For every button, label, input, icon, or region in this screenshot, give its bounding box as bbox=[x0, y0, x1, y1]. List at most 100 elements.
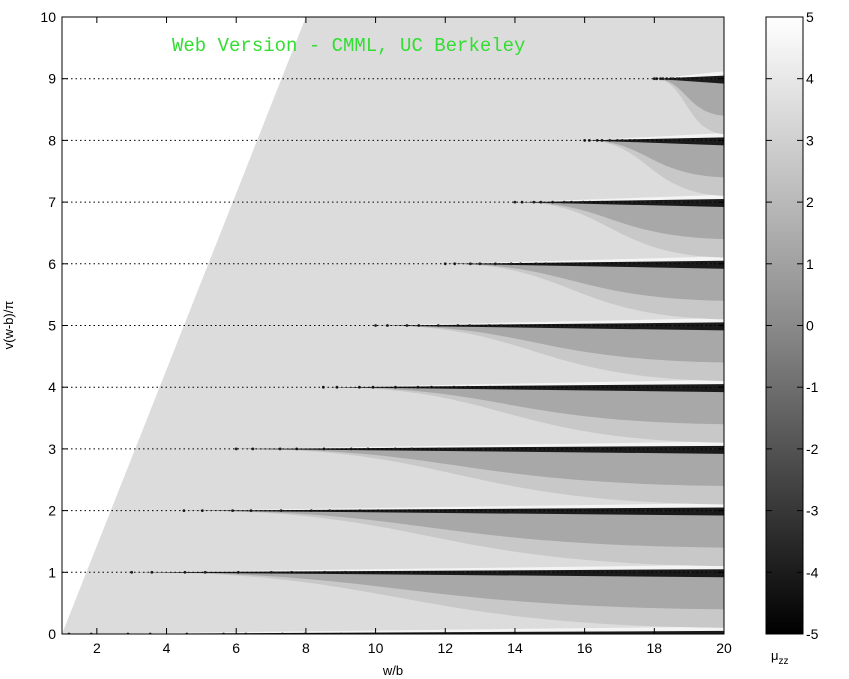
speckle-dot bbox=[559, 262, 563, 266]
speckle-dot bbox=[694, 139, 698, 142]
speckle-dot bbox=[649, 200, 653, 204]
speckle-dot bbox=[231, 509, 234, 512]
speckle-dot bbox=[653, 139, 657, 142]
x-tick-label: 10 bbox=[368, 640, 384, 656]
speckle-dot bbox=[702, 139, 706, 142]
y-tick-label: 4 bbox=[48, 379, 56, 395]
band-line bbox=[375, 322, 724, 331]
y-tick-label: 10 bbox=[40, 9, 56, 25]
speckle-dot bbox=[536, 447, 540, 451]
speckle-dot bbox=[714, 324, 718, 327]
y-tick-label: 9 bbox=[48, 71, 56, 87]
y-axis: 0 1 2 3 4 5 6 7 8 9 10 bbox=[40, 9, 724, 642]
speckle-dot bbox=[671, 77, 675, 81]
speckle-dot bbox=[620, 139, 624, 142]
speckle-dot bbox=[456, 324, 460, 327]
speckle-dot bbox=[549, 570, 553, 574]
speckle-dot bbox=[666, 262, 670, 266]
band-region bbox=[584, 140, 724, 178]
speckle-dot bbox=[251, 447, 255, 451]
band-region bbox=[375, 325, 724, 363]
speckle-dot bbox=[588, 200, 592, 204]
y-tick-label: 2 bbox=[48, 503, 56, 519]
speckle-dot bbox=[234, 447, 238, 451]
speckle-dot bbox=[584, 262, 588, 266]
colorbar-tick-label: -4 bbox=[806, 564, 819, 580]
band-line bbox=[514, 199, 724, 208]
speckle-dot bbox=[710, 509, 714, 512]
speckle-dot bbox=[323, 570, 327, 574]
speckle-dot bbox=[616, 262, 619, 266]
y-tick-label: 0 bbox=[48, 626, 56, 642]
speckle-dot bbox=[513, 200, 517, 204]
y-tick-label: 1 bbox=[48, 564, 56, 580]
speckle-dot bbox=[539, 200, 543, 204]
speckle-dot bbox=[519, 324, 522, 327]
band-line bbox=[445, 260, 724, 269]
speckle-dot bbox=[675, 77, 679, 81]
speckle-dot bbox=[706, 262, 710, 266]
speckle-dot bbox=[580, 447, 583, 451]
y-tick-label: 3 bbox=[48, 441, 56, 457]
speckle-dot bbox=[410, 447, 414, 451]
speckle-dot bbox=[465, 447, 468, 451]
band-region bbox=[323, 387, 724, 425]
speckle-dot bbox=[575, 262, 579, 266]
speckle-dot bbox=[486, 509, 489, 512]
speckle-dot bbox=[509, 262, 513, 266]
speckle-dot bbox=[625, 262, 629, 266]
speckle-dot bbox=[496, 570, 500, 574]
speckle-dot bbox=[671, 324, 675, 327]
speckle-dot bbox=[279, 509, 283, 512]
x-axis-label: w/b bbox=[382, 663, 403, 678]
x-tick-label: 18 bbox=[647, 640, 663, 656]
colorbar-axis: -5 -4 -3 -2 -1 0 1 2 3 4 5 bbox=[766, 9, 819, 642]
x-tick-label: 20 bbox=[716, 640, 732, 656]
band-region bbox=[131, 572, 724, 610]
speckle-dot bbox=[499, 324, 503, 327]
colorbar-label-subscript: zz bbox=[779, 656, 789, 667]
speckle-dot bbox=[600, 200, 604, 204]
speckle-dot bbox=[328, 509, 332, 512]
plot-area bbox=[62, 17, 724, 634]
speckle-dot bbox=[405, 324, 409, 327]
speckle-dot bbox=[309, 509, 313, 512]
band-line bbox=[131, 569, 724, 578]
speckle-dot bbox=[716, 262, 720, 266]
speckle-dot bbox=[661, 77, 665, 81]
speckle-dot bbox=[712, 77, 716, 81]
y-tick-label: 7 bbox=[48, 194, 56, 210]
speckle-dot bbox=[532, 200, 536, 204]
speckle-dot bbox=[534, 262, 538, 266]
speckle-dot bbox=[581, 200, 585, 204]
speckle-dot bbox=[589, 324, 593, 327]
speckle-dot bbox=[643, 509, 647, 512]
speckle-dot bbox=[714, 77, 718, 81]
speckle-dot bbox=[698, 77, 702, 81]
colorbar-tick-label: -3 bbox=[806, 503, 819, 519]
speckle-dot bbox=[613, 509, 617, 512]
speckle-dot bbox=[519, 262, 522, 266]
speckle-dot bbox=[278, 447, 282, 451]
speckle-dot bbox=[652, 77, 656, 81]
speckle-dot bbox=[468, 324, 472, 327]
speckle-dot bbox=[436, 324, 440, 327]
x-tick-label: 4 bbox=[163, 640, 171, 656]
speckle-dot bbox=[642, 200, 646, 204]
speckle-dot bbox=[455, 509, 459, 512]
x-tick-label: 2 bbox=[93, 640, 101, 656]
speckle-dot bbox=[468, 262, 472, 266]
y-tick-label: 6 bbox=[48, 256, 56, 272]
speckle-dot bbox=[608, 139, 612, 142]
x-axis: 2 4 6 8 10 12 14 16 18 20 bbox=[93, 17, 732, 656]
speckle-dot bbox=[710, 200, 714, 204]
speckle-dot bbox=[130, 570, 134, 574]
speckle-dot bbox=[366, 447, 370, 451]
speckle-dot bbox=[667, 447, 671, 451]
band-line bbox=[323, 384, 724, 393]
speckle-dot bbox=[652, 324, 656, 327]
watermark-text: Web Version - CMML, UC Berkeley bbox=[172, 35, 525, 57]
speckle-dot bbox=[463, 570, 466, 574]
speckle-dot bbox=[150, 570, 154, 574]
band-region bbox=[183, 510, 724, 548]
